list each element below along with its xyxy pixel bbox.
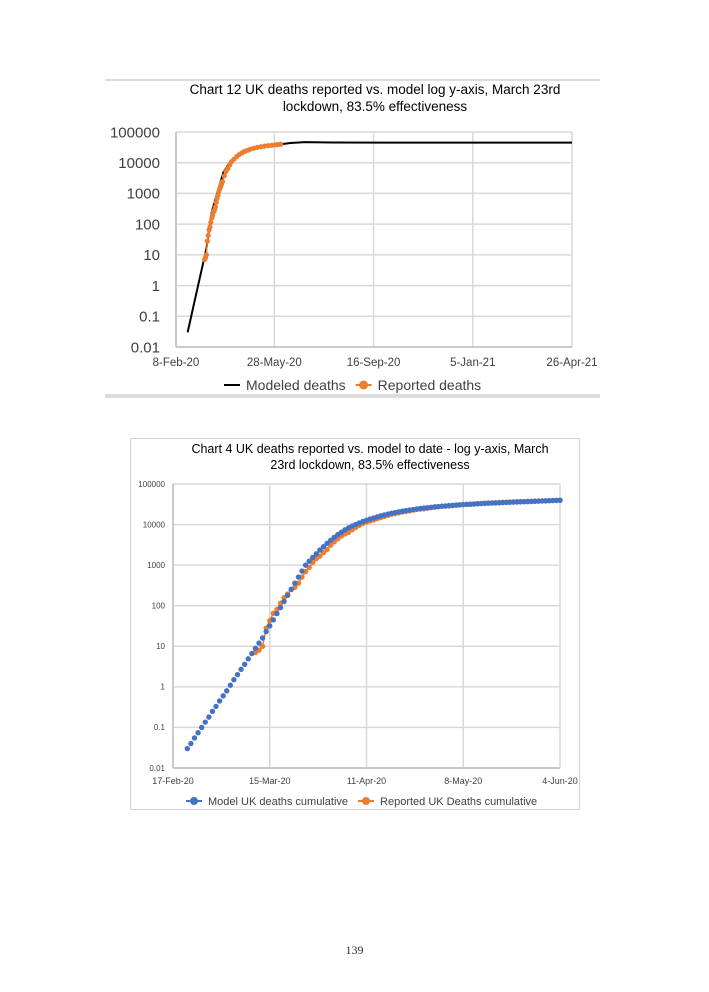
data-point [320, 543, 327, 550]
data-point [313, 551, 320, 557]
data-point [299, 568, 305, 574]
data-point [274, 610, 280, 617]
y-tick-label: 10 [156, 642, 165, 651]
data-point [327, 537, 334, 543]
legend-marker-icon [359, 380, 369, 390]
data-point [227, 682, 234, 688]
data-point [281, 598, 287, 605]
data-point [212, 204, 218, 210]
data-point [209, 708, 216, 714]
x-tick-label: 28-May-20 [247, 357, 302, 369]
data-point [216, 698, 223, 704]
x-tick-label: 4-Jun-20 [542, 776, 578, 786]
y-tick-label: 100000 [138, 480, 165, 489]
data-point [259, 635, 266, 641]
chart-12-uk-deaths-full-range: Chart 12 UK deaths reported vs. model lo… [105, 79, 600, 398]
y-tick-label: 1 [152, 278, 160, 295]
legend-label: Model UK deaths cumulative [208, 796, 348, 808]
y-tick-label: 0.01 [131, 339, 160, 356]
data-point [221, 173, 227, 179]
x-tick-label: 11-Apr-20 [347, 776, 386, 786]
y-tick-label: 1000 [127, 186, 160, 203]
data-point [224, 688, 230, 694]
data-point [219, 179, 226, 185]
x-tick-label: 8-May-20 [444, 776, 482, 786]
data-point [238, 666, 244, 673]
legend-marker-icon [190, 797, 198, 805]
chart-4-uk-deaths-to-date: Chart 4 UK deaths reported vs. model to … [130, 438, 580, 810]
data-point [234, 671, 241, 678]
data-point [557, 497, 563, 504]
page-number: 139 [345, 943, 364, 957]
data-point [277, 141, 284, 147]
data-point [245, 656, 251, 662]
data-point [231, 677, 237, 683]
y-tick-label: 10000 [143, 520, 166, 529]
data-point [324, 540, 330, 547]
x-tick-label: 15-Mar-20 [249, 776, 291, 786]
data-point [202, 719, 208, 725]
data-point [207, 224, 213, 230]
x-tick-label: 17-Feb-20 [152, 776, 194, 786]
data-point [302, 562, 309, 568]
data-point [184, 745, 191, 752]
y-tick-label: 1000 [147, 561, 165, 570]
y-tick-label: 10 [143, 247, 160, 264]
chart-title: Chart 4 UK deaths reported vs. model to … [191, 442, 548, 456]
data-point [277, 604, 284, 611]
data-point [206, 714, 212, 720]
data-point [241, 661, 248, 667]
x-tick-label: 26-Apr-21 [546, 357, 597, 369]
y-tick-label: 100 [152, 602, 166, 611]
data-point [256, 640, 262, 646]
data-point [213, 703, 219, 710]
chart-title: 23rd lockdown, 83.5% effectiveness [270, 458, 469, 472]
data-point [270, 617, 277, 623]
chart-border [130, 438, 580, 810]
y-tick-label: 100000 [110, 124, 160, 141]
legend-label: Reported deaths [378, 377, 482, 393]
data-point [188, 740, 194, 747]
data-point [259, 643, 266, 649]
data-point [263, 628, 269, 635]
data-point [252, 645, 259, 652]
data-point [191, 735, 198, 741]
data-point [249, 650, 255, 657]
chart-title: Chart 12 UK deaths reported vs. model lo… [190, 82, 561, 97]
data-point [213, 199, 219, 206]
chart-title: lockdown, 83.5% effectiveness [283, 99, 468, 114]
x-tick-label: 16-Sep-20 [347, 357, 401, 369]
data-point [205, 232, 211, 239]
data-point [306, 558, 312, 564]
data-point [203, 252, 209, 258]
data-point [198, 724, 205, 731]
data-point [220, 693, 226, 699]
y-tick-label: 1 [161, 683, 166, 692]
data-point [195, 730, 201, 736]
data-point [288, 586, 294, 592]
legend-label: Modeled deaths [246, 377, 346, 393]
legend-label: Reported UK Deaths cumulative [380, 796, 537, 808]
data-point [204, 238, 210, 244]
y-tick-label: 10000 [118, 155, 160, 172]
data-point [317, 547, 323, 553]
data-point [310, 554, 316, 561]
x-tick-label: 5-Jan-21 [450, 357, 495, 369]
data-point [267, 623, 273, 629]
x-tick-label: 8-Feb-20 [153, 357, 200, 369]
y-tick-label: 0.01 [149, 764, 165, 773]
data-point [208, 219, 214, 225]
legend-marker-icon [362, 797, 371, 805]
data-point [295, 574, 302, 580]
y-tick-label: 0.1 [154, 723, 166, 732]
data-point [284, 592, 291, 599]
data-point [292, 580, 298, 586]
y-tick-label: 0.1 [139, 309, 160, 326]
y-tick-label: 100 [135, 216, 160, 233]
